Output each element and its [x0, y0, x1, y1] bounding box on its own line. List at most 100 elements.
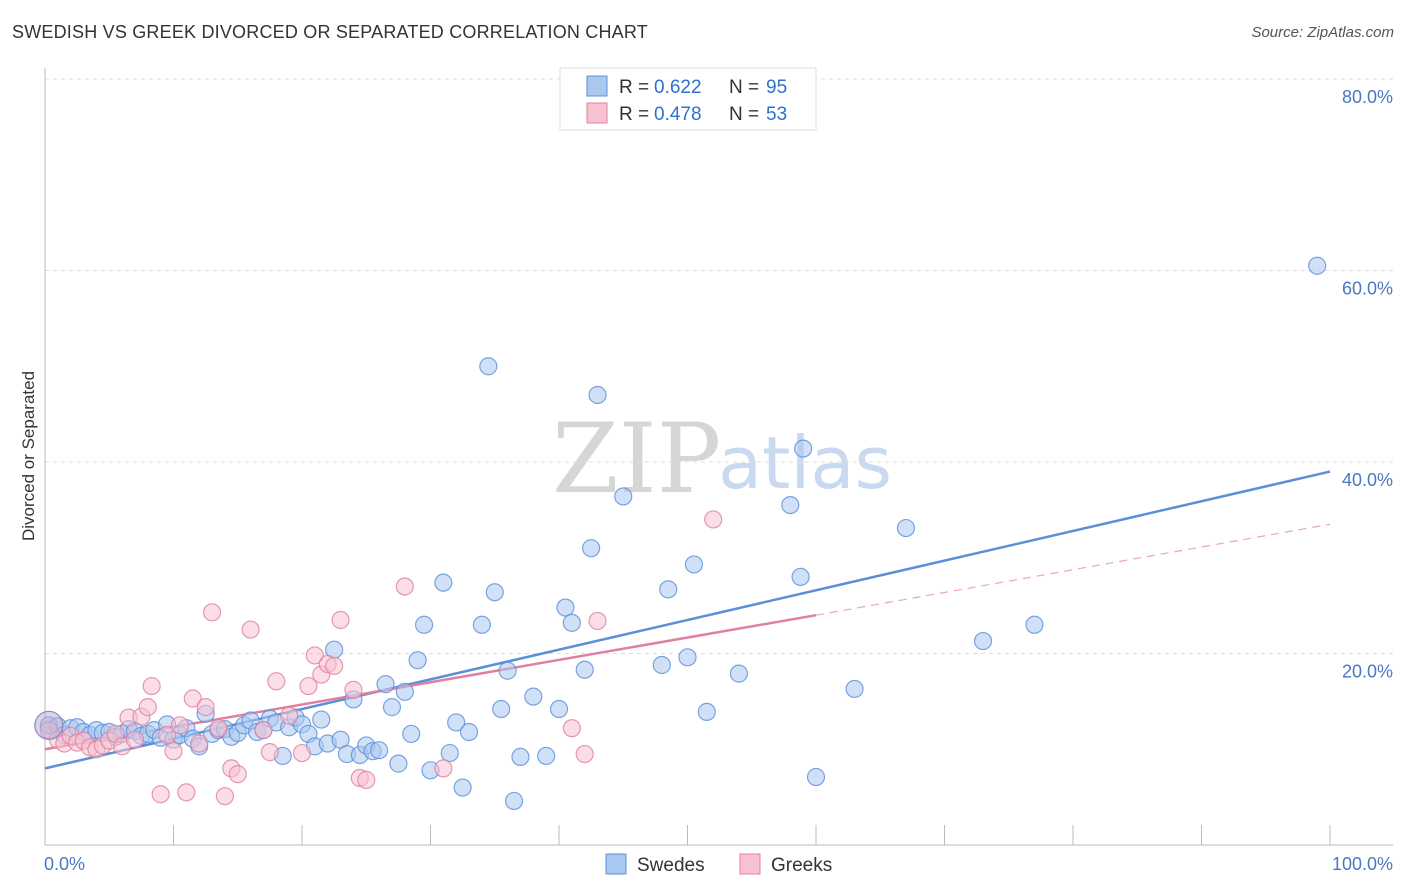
point-greeks [344, 680, 363, 699]
point-greeks [254, 720, 273, 740]
point-swedes [485, 583, 504, 602]
point-greeks [357, 770, 376, 789]
legend-swatch-greeks [586, 102, 608, 124]
point-greeks [164, 742, 183, 761]
series-legend: Swedes Greeks [605, 853, 832, 876]
legend-n-label-greeks: N = [729, 104, 759, 125]
legend-r-label-swedes: R = [619, 77, 649, 98]
point-swedes [549, 699, 569, 719]
y-tick-labels: 20.0% 40.0% 60.0% 80.0% [1342, 87, 1393, 682]
point-swedes [562, 613, 581, 632]
point-greeks [196, 698, 215, 717]
y-tick-label: 40.0% [1342, 470, 1393, 490]
gridlines [45, 78, 1393, 654]
point-greeks [138, 698, 157, 717]
point-greeks [434, 759, 453, 778]
point-swedes [781, 495, 800, 515]
point-swedes [414, 615, 434, 634]
point-greeks [151, 785, 170, 804]
point-greeks [305, 646, 324, 665]
point-swedes [453, 778, 472, 797]
point-greeks [228, 765, 247, 784]
point-swedes [504, 791, 524, 811]
point-greeks [202, 603, 222, 622]
stats-legend: R = 0.622 N = 95 R = 0.478 N = 53 [559, 67, 817, 131]
legend-r-label-greeks: R = [619, 104, 649, 125]
point-greeks [190, 734, 209, 753]
point-greeks [215, 787, 234, 806]
point-swedes [376, 675, 395, 694]
point-swedes [588, 385, 607, 405]
point-greeks [562, 719, 581, 738]
point-swedes [556, 598, 575, 617]
point-cluster-overlap [34, 710, 64, 740]
point-greeks [177, 783, 196, 802]
point-swedes [1308, 256, 1327, 275]
bottom-legend-label-swedes: Swedes [637, 855, 705, 876]
y-tick-label: 60.0% [1342, 279, 1393, 299]
point-greeks [260, 743, 279, 762]
point-swedes [382, 698, 402, 717]
point-swedes [614, 487, 633, 506]
point-greeks [280, 706, 299, 725]
legend-r-value-swedes: 0.622 [654, 77, 702, 98]
point-swedes [896, 518, 916, 538]
point-swedes [684, 555, 704, 574]
point-greeks [267, 672, 286, 691]
x-tick-label-min: 0.0% [44, 854, 85, 874]
point-swedes [447, 713, 466, 732]
x-tick-label-max: 100.0% [1332, 854, 1393, 874]
point-swedes [652, 655, 671, 675]
point-greeks [292, 743, 312, 763]
point-greeks [142, 676, 161, 696]
bottom-legend-label-greeks: Greeks [771, 855, 832, 876]
data-points [34, 256, 1327, 811]
bottom-legend-swatch-greeks [739, 853, 761, 875]
point-swedes [402, 724, 421, 744]
point-swedes [524, 687, 543, 706]
x-tick-marks [173, 825, 1331, 845]
point-swedes [678, 648, 697, 667]
point-swedes [395, 682, 414, 701]
trend-extension-greeks [815, 523, 1331, 616]
point-swedes [389, 754, 408, 773]
legend-n-value-greeks: 53 [766, 104, 787, 125]
chart-title: SWEDISH VS GREEK DIVORCED OR SEPARATED C… [12, 22, 648, 42]
point-greeks [170, 716, 190, 735]
point-greeks [325, 656, 344, 676]
point-greeks [241, 620, 260, 639]
point-swedes [582, 539, 601, 558]
point-swedes [472, 615, 491, 634]
point-swedes [791, 567, 810, 587]
source-label: Source: ZipAtlas.com [1251, 24, 1394, 41]
point-greeks [299, 676, 318, 696]
bottom-legend-swatch-swedes [605, 853, 627, 875]
point-greeks [704, 510, 723, 529]
point-swedes [498, 661, 517, 680]
watermark-atlas: atlas [718, 421, 892, 505]
point-swedes [511, 747, 530, 767]
point-swedes [312, 710, 331, 729]
point-swedes [459, 722, 479, 742]
legend-n-label-swedes: N = [729, 77, 759, 98]
point-swedes [408, 651, 427, 670]
watermark-zip: ZIP [552, 403, 721, 515]
point-greeks [588, 611, 607, 631]
legend-swatch-swedes [586, 75, 608, 97]
point-swedes [659, 580, 678, 599]
point-swedes [492, 699, 511, 719]
point-swedes [537, 746, 556, 766]
point-greeks [395, 577, 414, 596]
point-swedes [806, 767, 826, 787]
point-greeks [157, 725, 177, 744]
point-greeks [183, 689, 202, 708]
point-swedes [479, 357, 498, 376]
point-greeks [331, 610, 350, 630]
legend-n-value-swedes: 95 [766, 77, 787, 98]
point-swedes [845, 679, 864, 699]
legend-r-value-greeks: 0.478 [654, 104, 702, 125]
y-axis-label: Divorced or Separated [19, 371, 38, 541]
point-greeks [575, 744, 594, 764]
point-greeks [209, 719, 228, 738]
